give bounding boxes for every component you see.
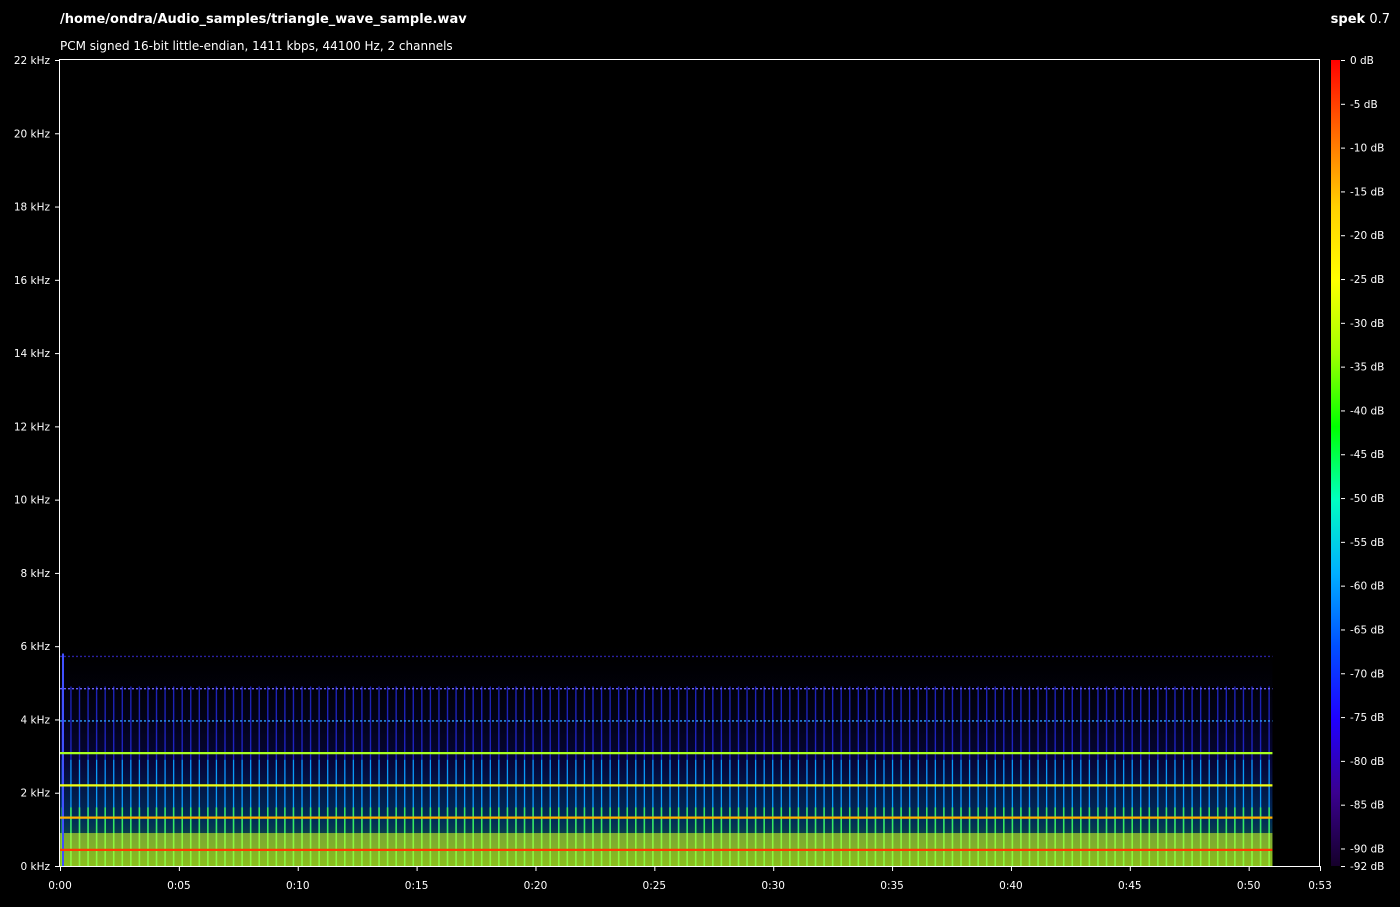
db-tick-label: -35 dB <box>1350 362 1384 374</box>
db-tick-label: -85 dB <box>1350 800 1384 812</box>
db-tick-label: -50 dB <box>1350 493 1384 505</box>
frequency-axis: 22 kHz 20 kHz 18 kHz 16 kHz 14 kHz 12 kHz 10 k… <box>14 55 60 873</box>
freq-tick-label: 6 kHz <box>20 641 50 653</box>
app-version: 0.7 <box>1369 12 1390 27</box>
db-tick-label: -60 dB <box>1350 581 1384 593</box>
time-axis: 0:00 0:05 0:10 0:15 0:20 0:25 0:30 0:35 0:40 0:45… <box>48 866 1332 892</box>
db-color-scale-bar <box>1331 60 1340 866</box>
file-path-title: /home/ondra/Audio_samples/triangle_wave_… <box>60 12 467 27</box>
time-tick-label: 0:25 <box>643 880 667 892</box>
db-tick-label: -5 dB <box>1350 99 1378 111</box>
db-tick-label: -10 dB <box>1350 143 1384 155</box>
time-tick-label: 0:05 <box>167 880 191 892</box>
db-tick-label: -70 dB <box>1350 668 1384 680</box>
file-info: PCM signed 16-bit little-endian, 1411 kb… <box>60 39 453 53</box>
db-tick-label: -15 dB <box>1350 186 1384 198</box>
harmonic-lines <box>60 655 1273 851</box>
time-tick-label: 0:35 <box>880 880 904 892</box>
time-tick-label: 0:53 <box>1308 880 1332 892</box>
db-tick-label: 0 dB <box>1350 55 1374 67</box>
freq-tick-label: 12 kHz <box>14 421 51 433</box>
freq-tick-label: 10 kHz <box>14 495 51 507</box>
db-tick-label: -30 dB <box>1350 318 1384 330</box>
freq-tick-label: 16 kHz <box>14 275 51 287</box>
spectrum-background <box>60 635 1273 866</box>
db-tick-label: -65 dB <box>1350 624 1384 636</box>
freq-tick-label: 18 kHz <box>14 202 51 214</box>
db-tick-label: -80 dB <box>1350 756 1384 768</box>
db-tick-label: -40 dB <box>1350 405 1384 417</box>
app-name: spek <box>1330 12 1366 27</box>
freq-tick-label: 22 kHz <box>14 55 51 67</box>
db-tick-label: -92 dB <box>1350 861 1384 873</box>
time-tick-label: 0:15 <box>405 880 429 892</box>
db-tick-label: -75 dB <box>1350 712 1384 724</box>
freq-tick-label: 8 kHz <box>20 568 50 580</box>
time-tick-label: 0:00 <box>48 880 72 892</box>
time-tick-label: 0:20 <box>524 880 548 892</box>
time-tick-label: 0:30 <box>761 880 785 892</box>
db-tick-label: -25 dB <box>1350 274 1384 286</box>
spectrum-layer <box>60 635 1273 866</box>
db-tick-label: -20 dB <box>1350 230 1384 242</box>
db-tick-label: -55 dB <box>1350 537 1384 549</box>
freq-tick-label: 4 kHz <box>20 714 50 726</box>
plot-frame <box>59 59 1320 867</box>
freq-tick-label: 14 kHz <box>14 348 51 360</box>
time-tick-label: 0:45 <box>1118 880 1142 892</box>
app-name-version: spek 0.7 <box>1331 12 1390 27</box>
freq-tick-label: 2 kHz <box>20 788 50 800</box>
freq-tick-label: 20 kHz <box>14 128 51 140</box>
time-tick-label: 0:50 <box>1237 880 1261 892</box>
freq-tick-label: 0 kHz <box>20 861 50 873</box>
time-tick-label: 0:40 <box>999 880 1023 892</box>
db-tick-label: -45 dB <box>1350 449 1384 461</box>
db-axis: 0 dB -5 dB -10 dB -15 dB -20 dB -25 dB -30 dB -… <box>1341 55 1384 873</box>
time-tick-label: 0:10 <box>286 880 310 892</box>
db-tick-label: -90 dB <box>1350 843 1384 855</box>
